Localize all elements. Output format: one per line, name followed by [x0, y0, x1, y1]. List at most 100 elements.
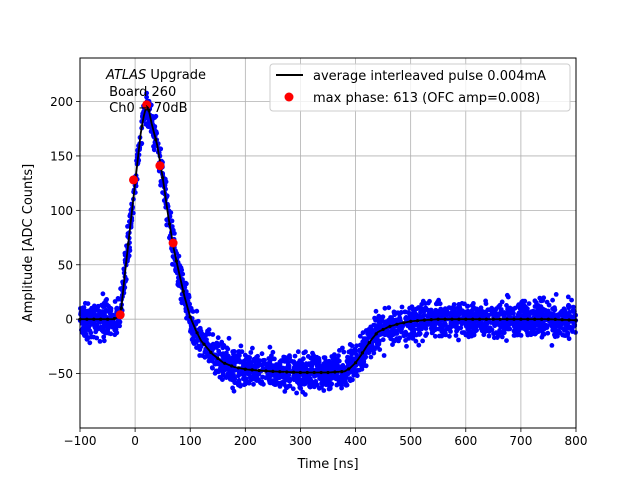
noise-sample-point: [247, 370, 253, 376]
average-pulse-sample: [402, 321, 406, 325]
noise-sample-point: [465, 331, 471, 336]
noise-sample-point: [496, 304, 501, 310]
legend-entry-average-pulse: average interleaved pulse 0.004mA: [313, 69, 546, 84]
average-pulse-sample: [360, 351, 364, 355]
noise-sample-point: [97, 319, 103, 325]
noise-sample-point: [491, 335, 497, 341]
average-pulse-sample: [174, 259, 178, 263]
average-pulse-sample: [312, 370, 316, 375]
x-axis-label: Time [ns]: [296, 457, 358, 472]
noise-sample-point: [337, 379, 342, 385]
noise-sample-point: [348, 376, 353, 382]
noise-sample-point: [504, 303, 509, 308]
average-pulse-sample: [154, 138, 158, 142]
average-pulse-sample: [498, 317, 502, 321]
average-pulse-sample: [85, 317, 89, 321]
noise-sample-point: [99, 325, 105, 331]
noise-sample-point: [323, 374, 329, 379]
average-pulse-sample: [92, 317, 96, 321]
noise-sample-point: [291, 359, 297, 365]
noise-sample-point: [568, 314, 573, 320]
average-pulse-sample: [236, 366, 240, 370]
noise-sample-point: [483, 298, 488, 304]
max-phase-points-layer: [115, 100, 178, 320]
noise-sample-point: [285, 355, 291, 360]
noise-sample-point: [519, 299, 525, 305]
noise-sample-point: [382, 305, 388, 311]
noise-sample-point: [452, 309, 458, 315]
noise-sample-point: [248, 374, 253, 380]
noise-sample-point: [392, 338, 397, 344]
noise-sample-point: [237, 383, 243, 389]
axis-ticks: −100 0 100 200 300 400 500 600 700 800 −50 0 50 100 15…: [48, 95, 588, 448]
noise-sample-point: [94, 314, 100, 320]
noise-sample-point: [83, 330, 88, 335]
average-pulse-sample: [278, 370, 282, 374]
noise-sample-point: [102, 322, 107, 328]
noise-sample-point: [326, 380, 332, 385]
noise-sample-point: [555, 333, 560, 339]
average-pulse-sample: [181, 289, 185, 293]
noise-sample-point: [359, 363, 364, 369]
noise-sample-point: [206, 327, 212, 332]
noise-sample-point: [420, 322, 425, 328]
legend-entry-max-phase: max phase: 613 (OFC amp=0.008): [313, 91, 540, 106]
noise-sample-point: [524, 328, 529, 333]
noise-sample-point: [321, 388, 327, 393]
noise-sample-point: [493, 330, 499, 336]
noise-sample-point: [151, 147, 157, 153]
noise-sample-point: [266, 377, 272, 383]
noise-sample-point: [115, 296, 121, 301]
average-pulse-sample: [381, 327, 385, 332]
noise-sample-point: [535, 321, 541, 326]
x-tick-label: 0: [131, 434, 139, 448]
noise-sample-point: [386, 305, 392, 311]
noise-sample-point: [471, 332, 477, 338]
noise-sample-point: [481, 312, 487, 318]
noise-sample-point: [280, 380, 285, 385]
noise-sample-point: [283, 385, 289, 390]
noise-sample-point: [226, 373, 231, 379]
average-pulse-sample: [99, 317, 103, 321]
noise-sample-point: [363, 363, 369, 369]
noise-sample-point: [265, 371, 271, 377]
average-pulse-sample: [422, 318, 426, 322]
noise-sample-point: [518, 333, 524, 338]
noise-sample-point: [282, 389, 288, 394]
noise-sample-point: [252, 376, 258, 382]
noise-sample-point: [248, 361, 254, 366]
x-tick-label: 300: [289, 434, 312, 448]
max-phase-point: [115, 310, 125, 320]
atlas-annotation: ATLAS Upgrade Board 260 Ch0 → 70dB: [105, 68, 206, 116]
noise-sample-point: [290, 386, 296, 392]
average-pulse-sample: [264, 369, 268, 373]
noise-sample-point: [377, 347, 383, 352]
noise-sample-point: [557, 325, 563, 330]
noise-sample-point: [380, 337, 386, 343]
noise-sample-point: [512, 305, 518, 311]
noise-sample-point: [374, 324, 380, 330]
noise-sample-point: [227, 368, 233, 374]
noise-sample-point: [106, 303, 111, 309]
noise-sample-point: [97, 339, 103, 344]
noise-sample-point: [547, 314, 552, 319]
noise-sample-point: [453, 319, 459, 325]
noise-sample-point: [82, 325, 88, 330]
noise-sample-point: [469, 310, 474, 316]
noise-sample-point: [378, 319, 384, 325]
noise-sample-point: [424, 331, 430, 337]
noise-sample-point: [272, 356, 277, 362]
noise-sample-point: [89, 305, 95, 311]
noise-sample-point: [254, 354, 259, 360]
noise-sample-point: [373, 308, 379, 314]
noise-sample-point: [439, 333, 445, 339]
average-pulse-sample: [223, 361, 227, 365]
noise-sample-point: [186, 292, 192, 298]
noise-sample-point: [376, 341, 382, 347]
noise-sample-point: [414, 306, 420, 311]
annotation-board: Board 260: [105, 85, 176, 100]
noise-sample-point: [101, 300, 107, 306]
average-pulse-sample: [285, 370, 289, 374]
noise-sample-point: [411, 331, 417, 337]
noise-sample-point: [201, 337, 207, 342]
